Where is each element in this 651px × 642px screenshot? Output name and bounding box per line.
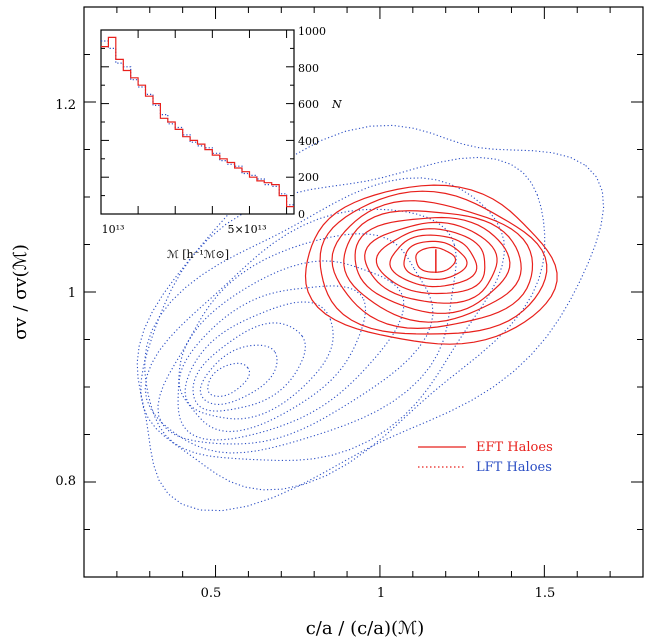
inset-y-tick-label: 800 [298,62,319,75]
eft-contour [319,190,548,335]
contour-layer [136,124,605,512]
x-tick-label: 1 [377,586,385,601]
lft-contour [184,301,334,420]
eft-contour [375,228,486,295]
eft-contour [343,210,522,323]
inset-y-tick-label: 0 [298,208,305,221]
inset-axis-ticks [100,29,294,215]
lft-contour [136,124,605,512]
eft-contour [403,240,468,281]
inset-y-axis-title: N [331,98,342,111]
inset-histogram: 10¹³ 5×10¹³ 0 200 400 600 800 1000 N ℳ [… [100,25,342,261]
inset-x-tick-label: 5×10¹³ [227,223,266,236]
x-axis-title: c/a / (c/a)(ℳ) [306,618,425,639]
eft-contour [304,184,558,345]
inset-step-layer [101,36,294,208]
lft-contour [199,344,278,405]
eft-contour [415,246,457,273]
lft-contour [207,362,251,397]
x-tick-label: 1.5 [535,586,556,601]
legend: EFT Haloes LFT Haloes [418,440,553,475]
eft-contour [389,234,478,288]
eft-contour [354,216,511,314]
eft-contour [364,221,498,304]
inset-y-tick-label: 1000 [298,25,326,38]
x-tick-label: 0.5 [201,586,222,601]
inset-x-tick-label: 10¹³ [102,223,125,236]
y-axis-title: σv / σv(ℳ) [10,244,31,340]
legend-label-lft: LFT Haloes [476,460,552,475]
lft-contour [178,285,367,433]
y-tick-label: 1.2 [55,98,76,113]
y-tick-label: 0.8 [55,474,76,489]
inset-y-tick-label: 200 [298,171,319,184]
lft-contour [144,177,505,462]
inset-x-axis-title: ℳ [h⁻¹ℳ⊙] [167,248,229,261]
inset-frame [100,29,295,215]
lft-contour [144,208,457,454]
lft-contour [192,322,306,412]
inset-y-tick-label: 400 [298,135,319,148]
lft-contour [157,233,434,445]
eft-contour [331,200,534,330]
inset-y-tick-label: 600 [298,98,319,111]
y-tick-label: 1 [68,286,76,301]
inset-eft-step-line [101,36,294,208]
lft-contour [140,156,546,491]
legend-label-eft: EFT Haloes [476,440,553,455]
main-axis-ticks [83,6,644,578]
